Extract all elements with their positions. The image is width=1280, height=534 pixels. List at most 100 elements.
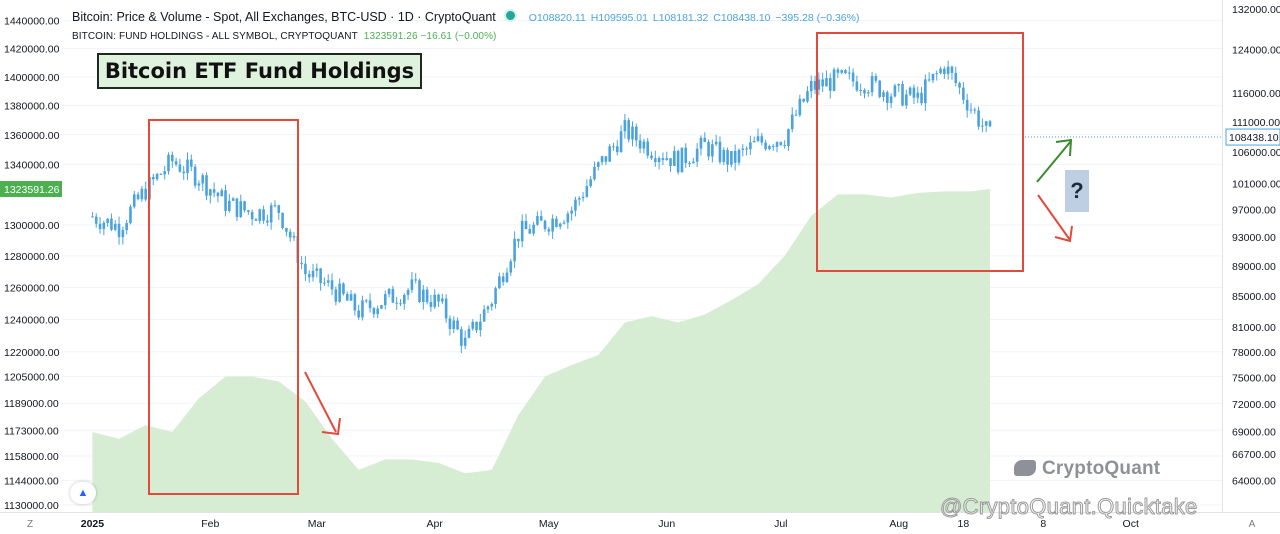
candle-body <box>498 276 501 289</box>
candle-body <box>790 114 794 130</box>
candle-body <box>707 141 710 157</box>
candle-body <box>817 79 821 90</box>
candle-body <box>661 158 665 161</box>
legend-open: O108820.11 <box>528 12 586 24</box>
left-tick-label: 1440000.00 <box>4 16 60 28</box>
candle-body <box>726 149 729 165</box>
legend-fund-label: BITCOIN: FUND HOLDINGS - ALL SYMBOL, CRY… <box>72 31 358 42</box>
candle-body <box>543 220 547 230</box>
candle-body <box>809 80 813 92</box>
tz-right-label[interactable]: A <box>1249 519 1256 530</box>
candle-body <box>315 268 319 271</box>
down-arrow-mar <box>304 371 337 433</box>
candle-body <box>673 151 676 167</box>
candle-body <box>243 201 246 211</box>
candle-body <box>627 120 630 140</box>
left-tick-label: 1260000.00 <box>4 282 60 294</box>
right-tick-label: 66700.00 <box>1232 449 1276 461</box>
status-dot-icon <box>503 9 517 22</box>
candle-body <box>745 148 748 150</box>
candle-body <box>752 141 756 143</box>
candle-body <box>619 131 623 153</box>
candle-body <box>170 154 174 162</box>
right-tick-label: 111000.00 <box>1232 117 1280 129</box>
legend-close: C108438.10 <box>713 12 771 24</box>
right-tick-label: 116000.00 <box>1232 88 1280 100</box>
candle-body <box>91 216 94 218</box>
candle-body <box>634 126 638 141</box>
candle-body <box>646 141 650 156</box>
candle-body <box>387 288 391 295</box>
left-tick-label: 1144000.00 <box>4 475 59 487</box>
candle-body <box>733 150 737 163</box>
candle-body <box>615 146 619 153</box>
candle-body <box>448 318 452 329</box>
candle-body <box>117 223 121 238</box>
candle-body <box>802 98 805 102</box>
candle-body <box>954 72 958 84</box>
candle-body <box>288 231 292 238</box>
candle-body <box>479 321 482 331</box>
candle-body <box>110 218 113 230</box>
candle-body <box>794 114 798 116</box>
candle-body <box>977 110 980 127</box>
candle-body <box>509 261 513 273</box>
candle-body <box>741 148 745 150</box>
right-tick-label: 75000.00 <box>1232 372 1276 384</box>
left-tick-label: 1205000.00 <box>4 372 60 384</box>
candle-body <box>163 171 166 175</box>
candle-body <box>768 146 771 150</box>
candle-body <box>828 78 832 91</box>
candle-body <box>749 142 752 150</box>
candle-body <box>520 220 524 242</box>
candle-body <box>889 96 893 103</box>
candle-body <box>711 144 714 157</box>
fund-holdings-area-fill <box>92 188 991 513</box>
candle-body <box>182 171 186 174</box>
right-tick-label: 69000.00 <box>1232 427 1276 439</box>
candle-body <box>494 288 497 304</box>
candle-body <box>311 270 315 278</box>
price-tag-label: 108438.10 <box>1229 132 1279 144</box>
candle-body <box>422 289 425 303</box>
tradingview-logo-icon[interactable]: ▲ <box>70 482 96 504</box>
candle-body <box>851 72 855 82</box>
right-tick-label: 106000.00 <box>1232 147 1280 159</box>
candle-body <box>140 188 144 200</box>
left-tick-label: 1300000.00 <box>4 220 60 232</box>
candle-body <box>106 218 109 223</box>
candle-body <box>144 188 147 200</box>
down-arrow-mar-head <box>321 417 341 436</box>
candle-body <box>376 308 379 315</box>
left-tick-label: 1130000.00 <box>4 500 59 512</box>
candle-body <box>581 196 585 199</box>
candle-body <box>623 120 627 132</box>
candle-body <box>349 294 353 301</box>
candle-body <box>532 224 535 234</box>
tz-left-label[interactable]: Z <box>27 519 33 530</box>
candle-body <box>931 73 935 81</box>
left-tick-label: 1360000.00 <box>4 130 60 142</box>
candle-body <box>924 79 927 104</box>
candle-body <box>319 268 322 284</box>
fund-value-tag-label: 1323591.26 <box>4 184 60 196</box>
candle-body <box>657 158 661 162</box>
candle-body <box>513 238 516 262</box>
candle-body <box>258 209 262 221</box>
legend-low: L108181.32 <box>652 12 709 24</box>
candle-body <box>456 320 459 330</box>
time-tick-label: 8 <box>1040 518 1046 530</box>
candle-body <box>943 68 946 74</box>
candle-body <box>304 263 307 275</box>
candle-body <box>832 69 836 91</box>
candle-body <box>463 337 467 346</box>
candle-body <box>840 70 843 73</box>
candle-body <box>878 80 882 97</box>
time-tick-label: Apr <box>427 518 444 530</box>
right-tick-label: 85000.00 <box>1232 291 1276 303</box>
candle-body <box>220 190 224 197</box>
time-tick-label: May <box>539 518 560 530</box>
candle-body <box>174 161 178 165</box>
candle-body <box>650 155 653 159</box>
